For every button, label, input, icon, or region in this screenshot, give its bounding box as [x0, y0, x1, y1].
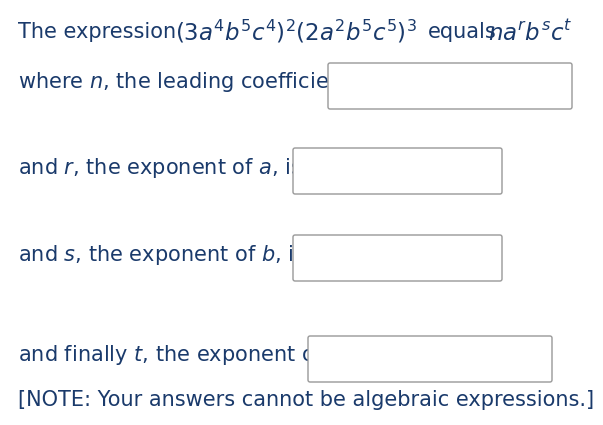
Text: $na^{r}b^{s}c^{t}$: $na^{r}b^{s}c^{t}$ — [488, 20, 572, 45]
Text: The expression: The expression — [18, 22, 183, 42]
Text: $(3a^{4}b^{5}c^{4})^{2}(2a^{2}b^{5}c^{5})^{3}$: $(3a^{4}b^{5}c^{4})^{2}(2a^{2}b^{5}c^{5}… — [175, 18, 417, 45]
Text: and $r$, the exponent of $a$, is:: and $r$, the exponent of $a$, is: — [18, 156, 308, 180]
FancyBboxPatch shape — [293, 235, 502, 281]
Text: equals: equals — [428, 22, 497, 42]
FancyBboxPatch shape — [328, 63, 572, 109]
Text: [NOTE: Your answers cannot be algebraic expressions.]: [NOTE: Your answers cannot be algebraic … — [18, 390, 594, 410]
FancyBboxPatch shape — [308, 336, 552, 382]
Text: where $n$, the leading coefficient, is:: where $n$, the leading coefficient, is: — [18, 70, 386, 94]
Text: and $s$, the exponent of $b$, is:: and $s$, the exponent of $b$, is: — [18, 243, 311, 267]
FancyBboxPatch shape — [293, 148, 502, 194]
Text: and finally $t$, the exponent of $c$, is:: and finally $t$, the exponent of $c$, is… — [18, 343, 376, 367]
